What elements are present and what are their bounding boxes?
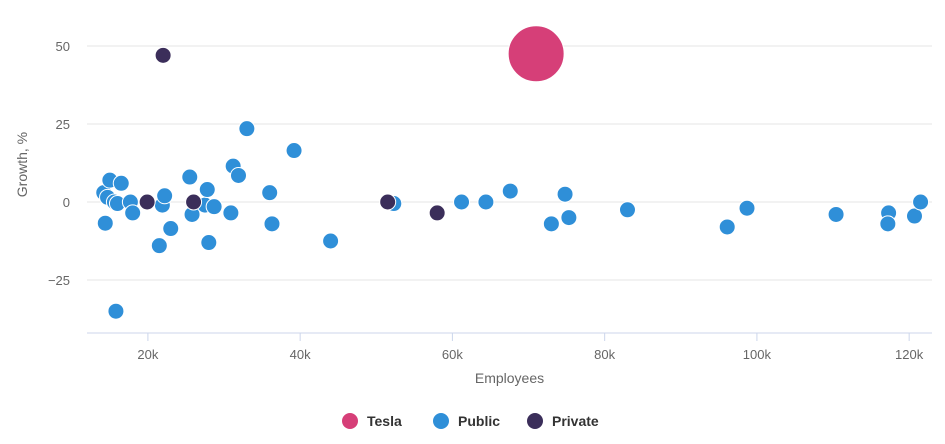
data-point-public bbox=[112, 174, 130, 192]
x-tick-label: 60k bbox=[442, 347, 463, 362]
data-point-public bbox=[124, 204, 142, 222]
x-tick-label: 80k bbox=[594, 347, 615, 362]
legend-marker bbox=[433, 413, 449, 429]
legend-marker bbox=[527, 413, 543, 429]
data-point-public bbox=[181, 168, 199, 186]
data-point-private bbox=[379, 193, 397, 211]
x-axis-title: Employees bbox=[475, 370, 544, 386]
data-point-public bbox=[162, 220, 180, 238]
data-point-private bbox=[428, 204, 446, 222]
data-point-public bbox=[618, 201, 636, 219]
data-point-public bbox=[718, 218, 736, 236]
data-point-private bbox=[138, 193, 156, 211]
data-point-public bbox=[263, 215, 281, 233]
data-point-public bbox=[107, 302, 125, 320]
legend-item-private: Private bbox=[527, 413, 599, 429]
x-tick-label: 20k bbox=[137, 347, 158, 362]
x-tick-label: 40k bbox=[290, 347, 311, 362]
legend-label: Tesla bbox=[367, 413, 402, 429]
data-point-public bbox=[738, 199, 756, 217]
x-axis: 20k 40k 60k 80k 100k 120k bbox=[87, 332, 932, 362]
data-point-public bbox=[501, 182, 519, 200]
x-tick-label: 120k bbox=[895, 347, 924, 362]
data-point-public bbox=[827, 205, 845, 223]
legend-label: Public bbox=[458, 413, 500, 429]
data-point-public bbox=[261, 184, 279, 202]
legend-item-public: Public bbox=[433, 413, 500, 429]
y-axis-title: Growth, % bbox=[14, 132, 30, 197]
data-point-public bbox=[453, 193, 471, 211]
legend-item-tesla: Tesla bbox=[342, 413, 402, 429]
data-point-public bbox=[905, 207, 923, 225]
data-point-public bbox=[198, 181, 216, 199]
data-point-public bbox=[205, 198, 223, 216]
y-tick-label: 50 bbox=[56, 39, 70, 54]
data-point-public bbox=[285, 142, 303, 160]
legend: Tesla Public Private bbox=[342, 413, 599, 429]
data-point-public bbox=[477, 193, 495, 211]
y-tick-label: 25 bbox=[56, 117, 70, 132]
grid-lines: 50 25 0 −25 bbox=[48, 39, 932, 288]
data-point-public bbox=[222, 204, 240, 222]
data-points bbox=[95, 25, 930, 320]
data-point-public bbox=[229, 166, 247, 184]
data-point-private bbox=[185, 193, 203, 211]
x-tick-label: 100k bbox=[743, 347, 772, 362]
data-point-public bbox=[156, 187, 174, 205]
data-point-public bbox=[150, 237, 168, 255]
data-point-public bbox=[200, 234, 218, 252]
data-point-public bbox=[879, 215, 897, 233]
data-point-public bbox=[560, 209, 578, 227]
data-point-public bbox=[238, 120, 256, 138]
data-point-public bbox=[556, 185, 574, 203]
legend-label: Private bbox=[552, 413, 599, 429]
data-point-private bbox=[154, 46, 172, 64]
data-point-public bbox=[542, 215, 560, 233]
data-point-public bbox=[912, 193, 930, 211]
data-point-public bbox=[96, 214, 114, 232]
data-point-tesla bbox=[507, 25, 565, 83]
y-tick-label: 0 bbox=[63, 195, 70, 210]
y-tick-label: −25 bbox=[48, 273, 70, 288]
legend-marker bbox=[342, 413, 358, 429]
data-point-public bbox=[322, 232, 340, 250]
